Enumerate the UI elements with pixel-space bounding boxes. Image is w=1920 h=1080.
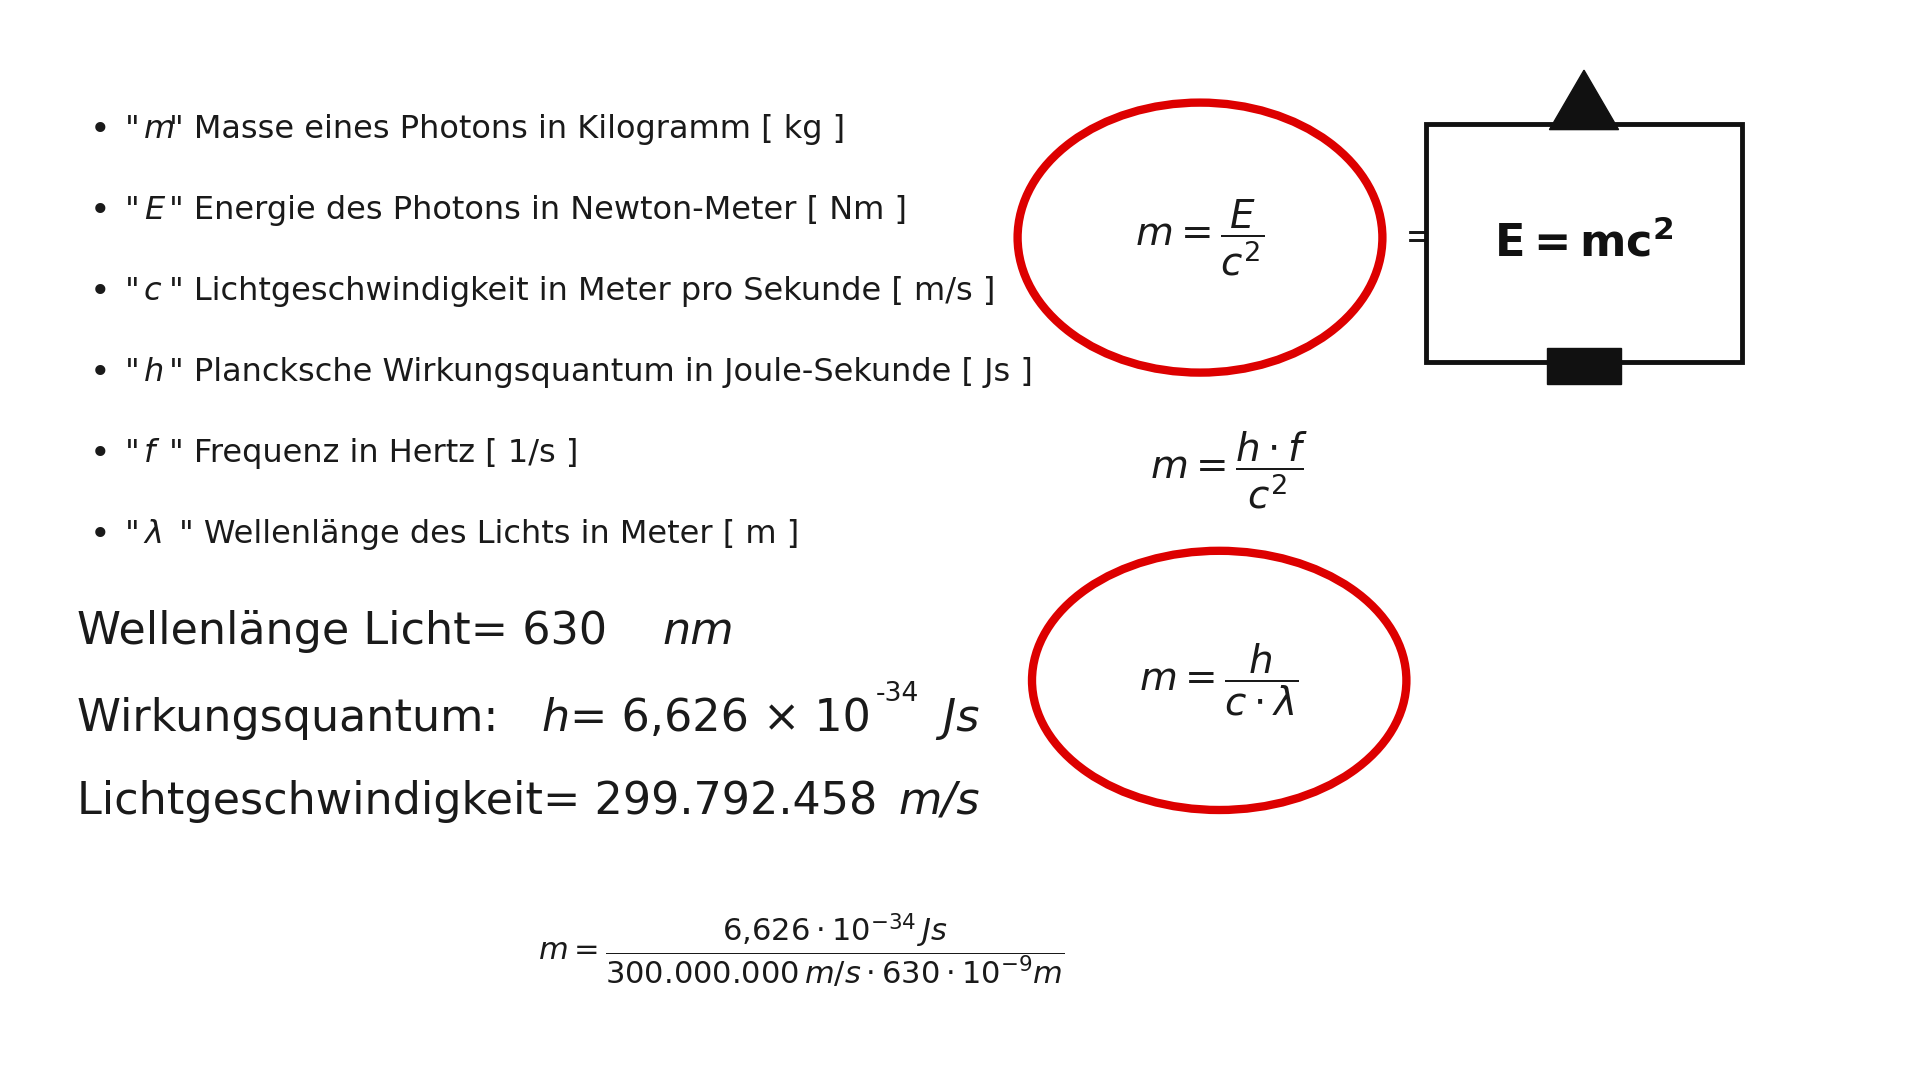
Text: m/s: m/s	[899, 780, 979, 823]
Text: ": "	[125, 276, 140, 307]
Text: ": "	[125, 195, 140, 226]
Text: •: •	[90, 355, 109, 390]
Text: " Lichtgeschwindigkeit in Meter pro Sekunde [ m/s ]: " Lichtgeschwindigkeit in Meter pro Seku…	[169, 276, 995, 307]
Text: -34: -34	[876, 681, 920, 707]
Text: f: f	[144, 438, 156, 469]
Text: " Energie des Photons in Newton-Meter [ Nm ]: " Energie des Photons in Newton-Meter [ …	[169, 195, 906, 226]
Text: ": "	[125, 357, 140, 388]
Text: $m = \dfrac{h}{c \cdot \lambda}$: $m = \dfrac{h}{c \cdot \lambda}$	[1139, 643, 1300, 718]
Text: m: m	[144, 114, 175, 145]
Text: h: h	[144, 357, 165, 388]
Text: •: •	[90, 274, 109, 309]
Text: E: E	[144, 195, 165, 226]
Text: nm: nm	[662, 610, 733, 653]
Text: = 6,626 × 10: = 6,626 × 10	[570, 697, 872, 740]
Text: Js: Js	[929, 697, 979, 740]
Text: ": "	[125, 519, 140, 550]
Text: λ: λ	[144, 519, 163, 550]
Text: Lichtgeschwindigkeit= 299.792.458: Lichtgeschwindigkeit= 299.792.458	[77, 780, 891, 823]
Text: h: h	[541, 697, 570, 740]
Text: ": "	[125, 438, 140, 469]
Text: •: •	[90, 193, 109, 228]
Text: c: c	[144, 276, 161, 307]
FancyBboxPatch shape	[1548, 348, 1620, 384]
Text: ": "	[125, 114, 140, 145]
Text: " Frequenz in Hertz [ 1/s ]: " Frequenz in Hertz [ 1/s ]	[169, 438, 578, 469]
Text: " Masse eines Photons in Kilogramm [ kg ]: " Masse eines Photons in Kilogramm [ kg …	[169, 114, 845, 145]
Text: =: =	[1405, 218, 1436, 257]
Text: $m = \dfrac{h \cdot f}{c^2}$: $m = \dfrac{h \cdot f}{c^2}$	[1150, 429, 1308, 511]
Text: •: •	[90, 436, 109, 471]
Text: •: •	[90, 112, 109, 147]
Text: Wellenlänge Licht= 630: Wellenlänge Licht= 630	[77, 610, 620, 653]
Text: $m = \dfrac{6{,}626 \cdot 10^{-34}\,Js}{300.000.000\,m/s \cdot 630 \cdot 10^{-9}: $m = \dfrac{6{,}626 \cdot 10^{-34}\,Js}{…	[538, 912, 1064, 989]
FancyBboxPatch shape	[1425, 124, 1741, 362]
Text: Wirkungsquantum:: Wirkungsquantum:	[77, 697, 513, 740]
Text: $m = \dfrac{E}{c^2}$: $m = \dfrac{E}{c^2}$	[1135, 198, 1265, 278]
Text: " Plancksche Wirkungsquantum in Joule-Sekunde [ Js ]: " Plancksche Wirkungsquantum in Joule-Se…	[169, 357, 1033, 388]
Text: $\mathbf{E{=}mc^2}$: $\mathbf{E{=}mc^2}$	[1494, 220, 1674, 266]
Text: •: •	[90, 517, 109, 552]
Polygon shape	[1549, 70, 1619, 130]
Text: " Wellenlänge des Lichts in Meter [ m ]: " Wellenlänge des Lichts in Meter [ m ]	[179, 519, 799, 550]
